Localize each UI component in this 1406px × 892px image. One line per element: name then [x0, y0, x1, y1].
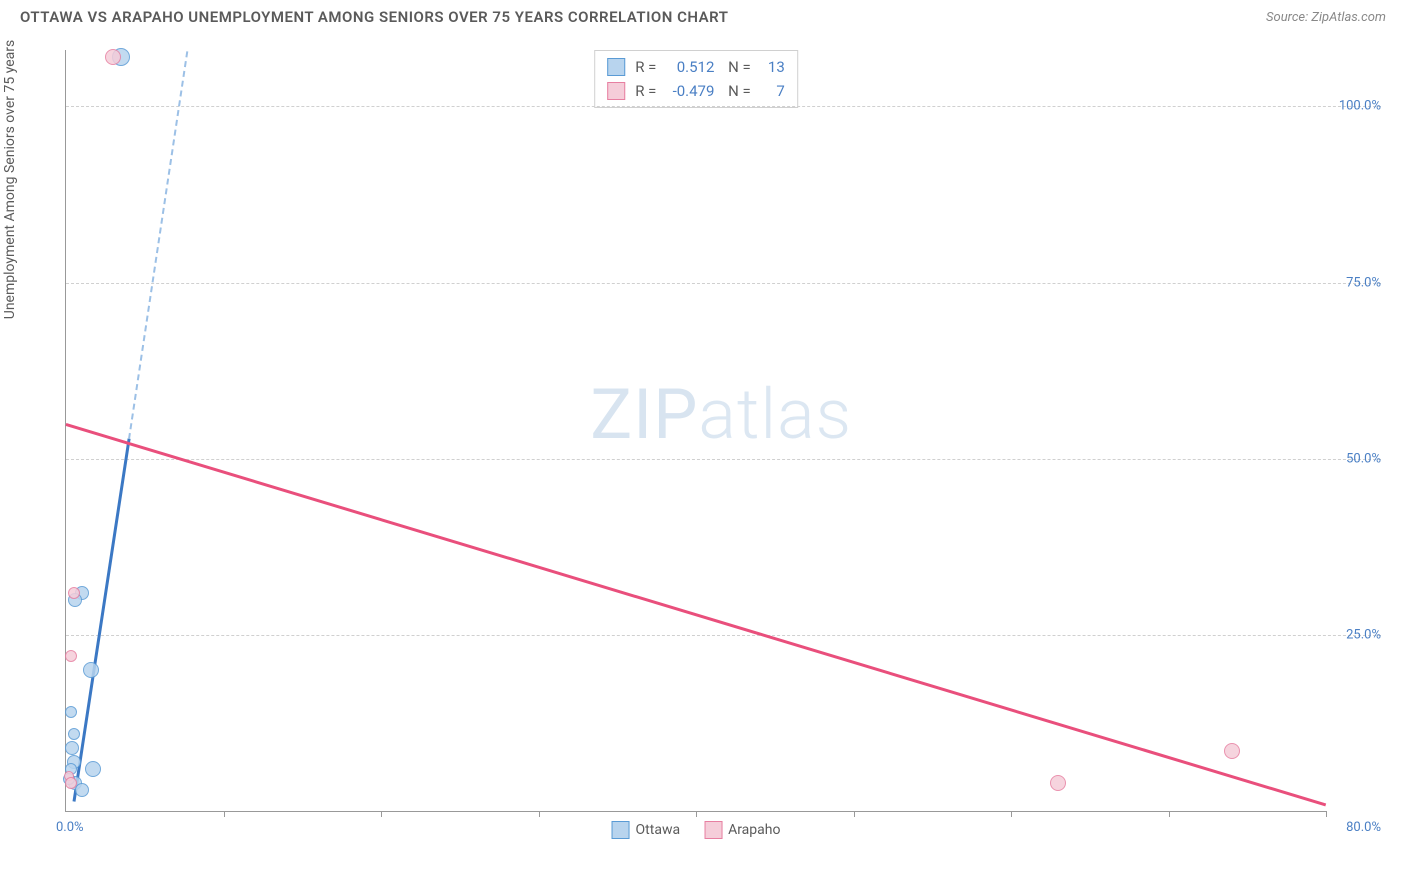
ottawa-legend-swatch — [612, 821, 630, 839]
correlation-stats-box: R = 0.512 N = 13 R = -0.479 N = 7 — [594, 50, 798, 108]
x-tick — [1169, 811, 1170, 817]
x-tick — [539, 811, 540, 817]
x-tick — [696, 811, 697, 817]
legend-item-arapaho: Arapaho — [704, 821, 780, 839]
y-tick-label: 100.0% — [1331, 99, 1381, 114]
ottawa-r-value: 0.512 — [666, 55, 714, 79]
trend-line — [128, 51, 188, 439]
ottawa-swatch — [607, 58, 625, 76]
data-point — [83, 662, 99, 678]
data-point — [65, 650, 77, 662]
trend-line — [72, 439, 130, 802]
ottawa-n-value: 13 — [761, 55, 785, 79]
data-point — [1050, 775, 1066, 791]
x-tick — [854, 811, 855, 817]
chart-container: Unemployment Among Seniors over 75 years… — [20, 40, 1386, 862]
x-tick — [1326, 811, 1327, 817]
x-tick — [1011, 811, 1012, 817]
gridline — [66, 106, 1381, 107]
gridline — [66, 635, 1381, 636]
trend-line — [66, 424, 1327, 807]
data-point — [65, 741, 79, 755]
y-axis-label: Unemployment Among Seniors over 75 years — [2, 40, 18, 320]
y-tick-label: 50.0% — [1331, 451, 1381, 466]
y-tick-label: 75.0% — [1331, 275, 1381, 290]
data-point — [68, 587, 80, 599]
data-point — [68, 728, 80, 740]
watermark: ZIPatlas — [590, 374, 852, 456]
x-tick — [381, 811, 382, 817]
gridline — [66, 459, 1381, 460]
source-attribution: Source: ZipAtlas.com — [1266, 10, 1386, 25]
data-point — [75, 783, 89, 797]
gridline — [66, 283, 1381, 284]
arapaho-n-value: 7 — [761, 79, 785, 103]
data-point — [105, 49, 121, 65]
arapaho-legend-label: Arapaho — [728, 822, 780, 838]
data-point — [65, 706, 77, 718]
data-point — [85, 761, 101, 777]
x-tick — [224, 811, 225, 817]
x-axis-end-label: 80.0% — [1346, 820, 1381, 835]
arapaho-r-value: -0.479 — [666, 79, 714, 103]
stats-row-ottawa: R = 0.512 N = 13 — [607, 55, 785, 79]
legend-item-ottawa: Ottawa — [612, 821, 681, 839]
x-axis-start-label: 0.0% — [56, 820, 84, 835]
stats-row-arapaho: R = -0.479 N = 7 — [607, 79, 785, 103]
legend: Ottawa Arapaho — [612, 821, 781, 839]
data-point — [65, 777, 77, 789]
ottawa-legend-label: Ottawa — [636, 822, 681, 838]
chart-title: OTTAWA VS ARAPAHO UNEMPLOYMENT AMONG SEN… — [20, 8, 728, 26]
plot-area: ZIPatlas R = 0.512 N = 13 R = -0.479 N =… — [65, 50, 1326, 812]
data-point — [1224, 743, 1240, 759]
arapaho-swatch — [607, 82, 625, 100]
y-tick-label: 25.0% — [1331, 627, 1381, 642]
arapaho-legend-swatch — [704, 821, 722, 839]
